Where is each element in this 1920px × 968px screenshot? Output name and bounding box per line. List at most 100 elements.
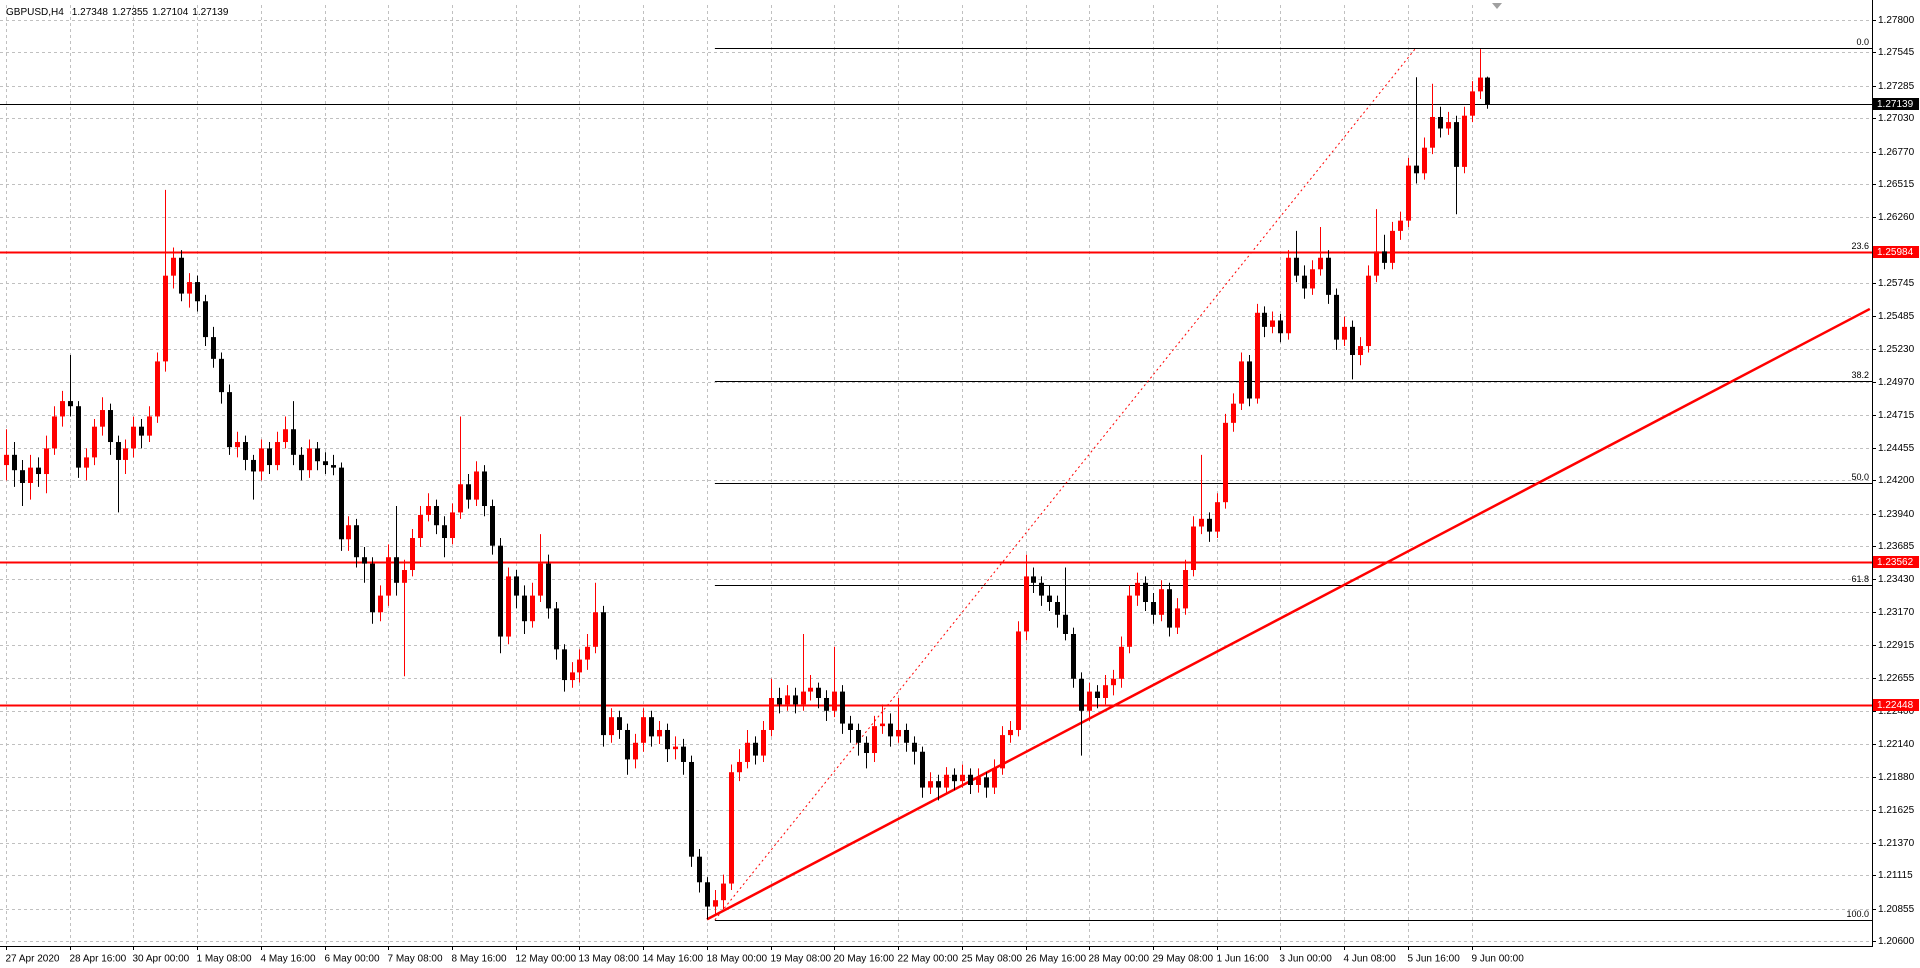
x-tick-label: 29 May 08:00 [1153,954,1214,965]
candle-body [354,525,359,558]
candle-body [4,454,9,466]
candle-body [116,442,121,460]
candle-body [554,608,559,650]
candle-body [1151,602,1156,615]
candle-body [100,410,105,427]
x-tick-label: 13 May 08:00 [579,954,640,965]
y-tick-label: 1.23430 [1878,574,1915,585]
fib-level-label: 61.8 [1851,574,1869,584]
x-tick-label: 12 May 00:00 [516,954,577,965]
candle-body [1342,326,1347,340]
candle-body [1087,691,1092,711]
candle-body [1255,312,1260,399]
candle-body [12,454,17,471]
candle-body [1000,735,1005,769]
candle-body [777,697,782,705]
candle-body [896,729,901,737]
candle-body [243,442,248,460]
open-value: 1.27348 [72,7,109,18]
fib-level-label: 23.6 [1851,241,1869,251]
candle-body [1119,646,1124,679]
candle-body [1167,589,1172,628]
candle-body [195,282,200,302]
y-tick-label: 1.22915 [1878,640,1915,651]
candle-body [1024,576,1029,632]
candle-body [52,416,57,449]
candle-body [315,448,320,462]
candle-body [1135,582,1140,596]
x-tick-label: 4 Jun 08:00 [1344,954,1397,965]
candle-body [171,257,176,276]
candle-body [769,697,774,730]
x-tick-label: 5 Jun 16:00 [1408,954,1461,965]
candle-body [163,275,168,362]
x-tick-label: 14 May 16:00 [643,954,704,965]
candle-body [1390,230,1395,263]
plot: 0.0 23.6 38.2 50.0 61.8 100.0 [0,37,1872,921]
current-price-label: 1.27139 [1877,99,1914,110]
candle-body [785,695,790,705]
candle-body [1358,346,1363,356]
candle-body [291,429,296,455]
level-price-box [1873,246,1919,258]
candle-body [1215,502,1220,532]
candle-body [123,448,128,460]
x-tick-label: 25 May 08:00 [962,954,1023,965]
x-tick-label: 7 May 08:00 [388,954,443,965]
candle-body [108,410,113,443]
candle-body [1334,294,1339,340]
fib-level-label: 50.0 [1851,472,1869,482]
candle-body [1039,582,1044,596]
candle-body [139,426,144,436]
candle-body [625,729,630,760]
x-tick-label: 28 May 00:00 [1089,954,1150,965]
candle-body [1111,678,1116,686]
axes: 1.27800 1.27545 1.27285 1.27030 1.26770 1.265… [6,15,1919,965]
fib-level-label: 100.0 [1846,909,1869,919]
candle-body [753,742,758,756]
y-tick-label: 1.21370 [1878,838,1915,849]
x-tick-label: 26 May 16:00 [1026,954,1087,965]
candle-body [737,761,742,773]
candle-body [434,506,439,526]
candle-body [299,454,304,471]
trend-line [706,307,1871,921]
y-tick-label: 1.22140 [1878,739,1915,750]
y-tick-label: 1.26515 [1878,179,1915,190]
low-value: 1.27104 [152,7,189,18]
candle-body [1103,685,1108,698]
candle-body [522,595,527,622]
y-tick-label: 1.21115 [1878,870,1913,881]
candle-body [370,563,375,613]
candle-body [840,691,845,724]
candle-body [1454,122,1459,167]
y-tick-label: 1.26260 [1878,212,1915,223]
candle-body [28,467,33,483]
candle-body [362,557,367,564]
x-tick-label: 19 May 08:00 [771,954,832,965]
y-tick-label: 1.27030 [1878,113,1915,124]
chart-title: GBPUSD,H4 1.27348 1.27355 1.27104 1.27139 [6,7,229,18]
candle-body [490,506,495,546]
x-tick-label: 30 Apr 00:00 [133,954,190,965]
candle-body [394,557,399,583]
candle-body [1175,608,1180,628]
candle-body [147,416,152,436]
x-tick-label: 27 Apr 2020 [6,954,60,965]
candle-body [498,545,503,637]
x-tick-label: 22 May 00:00 [898,954,959,965]
candle-body [761,729,766,756]
candle-body [832,691,837,711]
candle-body [1239,361,1244,404]
x-tick-label: 28 Apr 16:00 [70,954,127,965]
candle-body [1095,691,1100,698]
candle-body [697,856,702,883]
candle-body [808,687,813,692]
candle-body [1207,518,1212,532]
candle-body [793,695,798,705]
candle-body [577,659,582,673]
candle-body [426,506,431,515]
candle-body [323,461,328,466]
